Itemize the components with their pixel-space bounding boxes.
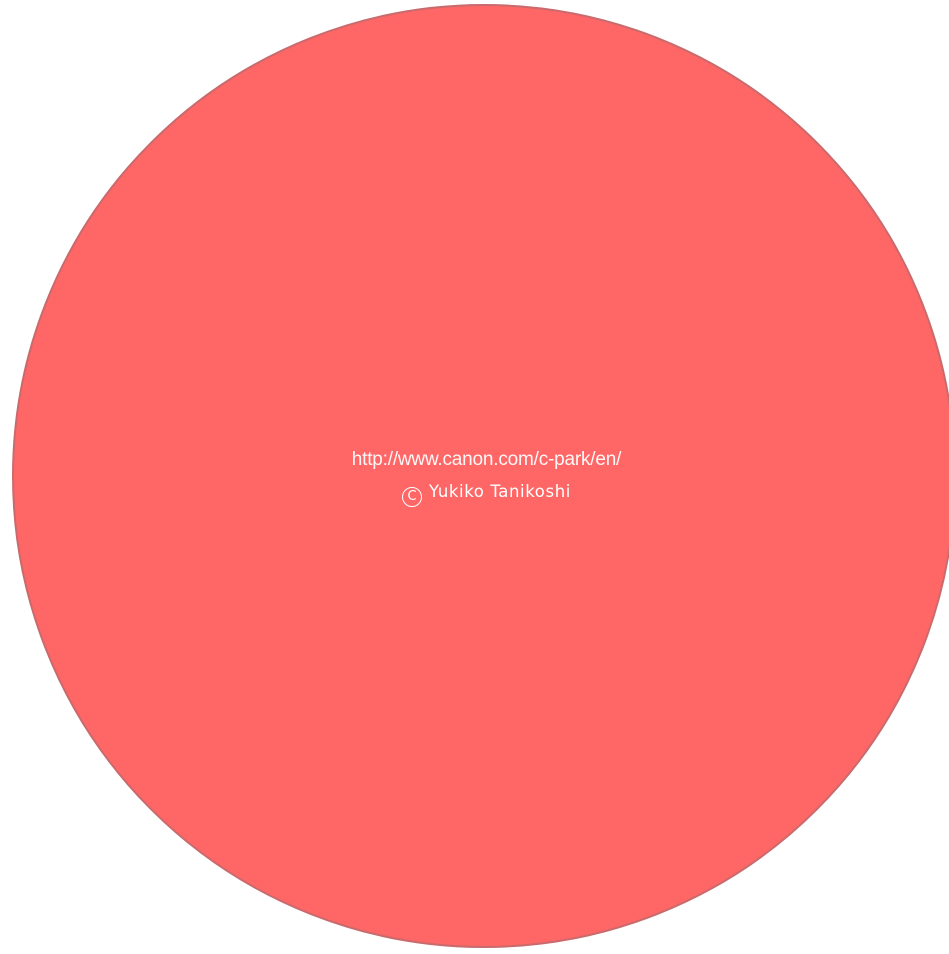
credit-url-text: http://www.canon.com/c-park/en/ (351, 449, 622, 470)
copyright-line: C Yukiko Tanikoshi (0, 482, 949, 507)
author-name: Yukiko Tanikoshi (429, 482, 571, 501)
copyright-icon: C (402, 487, 423, 507)
red-disc (12, 4, 949, 948)
